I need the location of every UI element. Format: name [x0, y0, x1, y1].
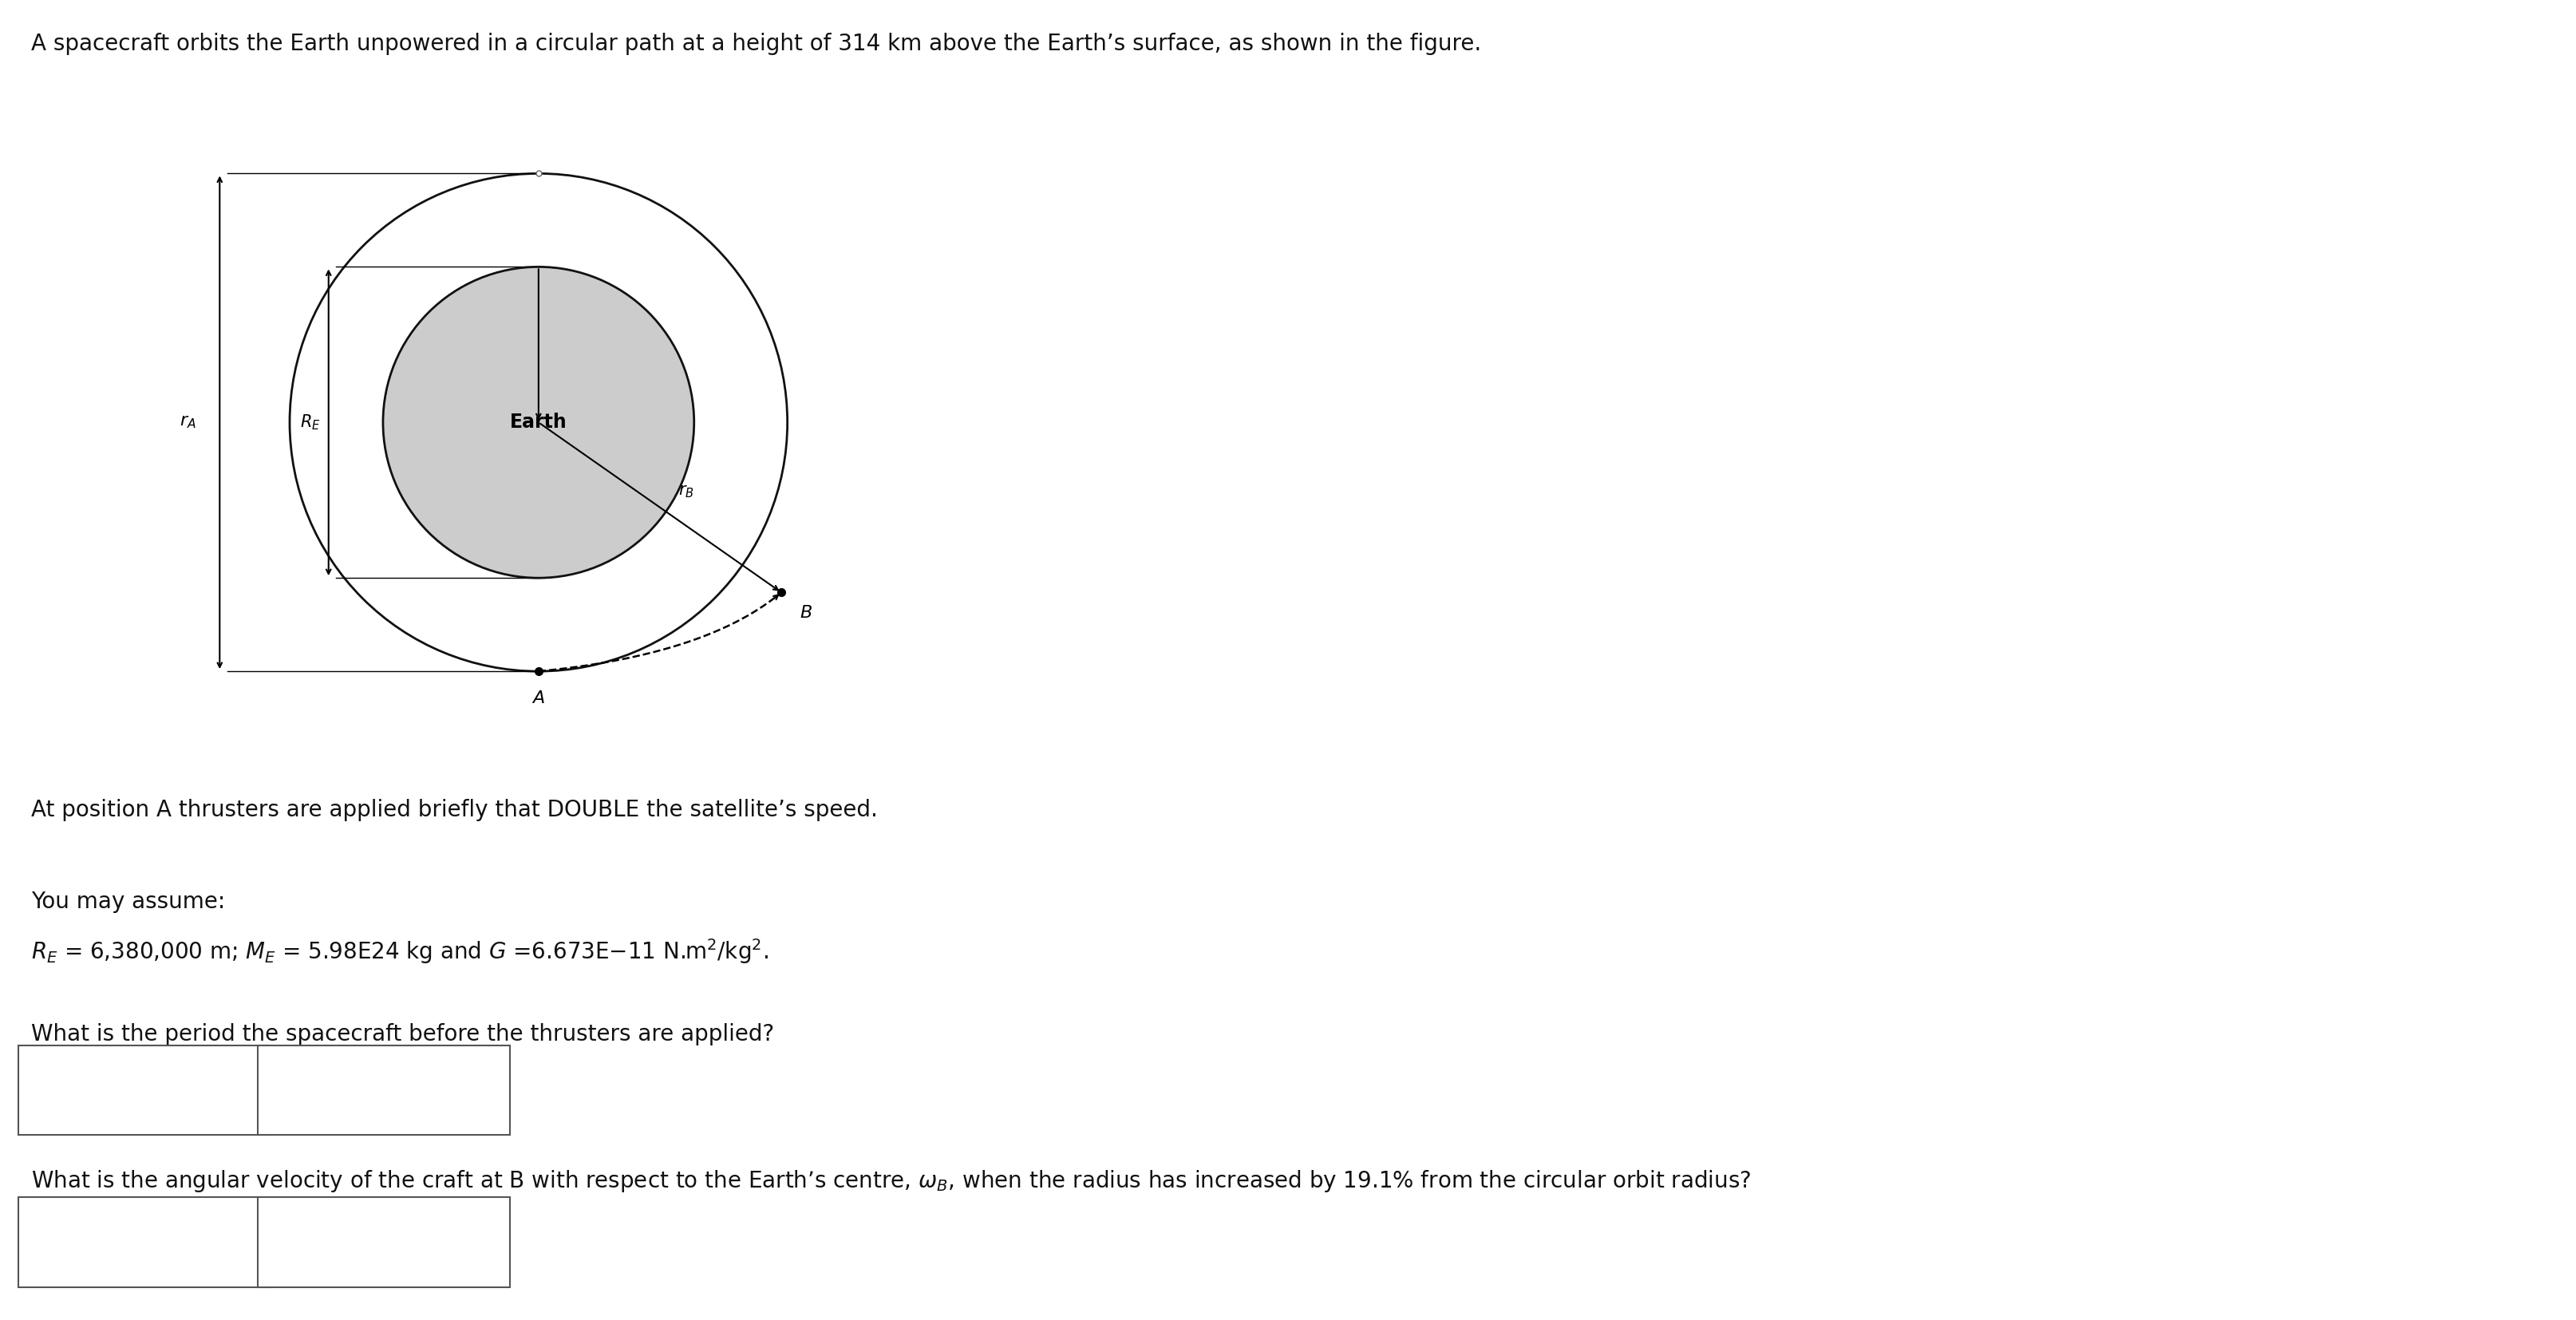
FancyBboxPatch shape	[258, 1197, 510, 1287]
Text: $r_A$: $r_A$	[180, 414, 196, 430]
Text: $R_E$: $R_E$	[301, 413, 322, 432]
Text: $A$: $A$	[531, 690, 546, 706]
Text: $B$: $B$	[801, 605, 811, 620]
Text: $r_B$: $r_B$	[677, 483, 696, 500]
Text: A spacecraft orbits the Earth unpowered in a circular path at a height of 314 km: A spacecraft orbits the Earth unpowered …	[31, 33, 1481, 55]
Text: What is the angular velocity of the craft at B with respect to the Earth’s centr: What is the angular velocity of the craf…	[31, 1168, 1752, 1193]
FancyBboxPatch shape	[18, 1197, 270, 1287]
Text: $R_E$ = 6,380,000 m; $M_E$ = 5.98E24 kg and $G$ =6.673E$-$11 N.m$^2$/kg$^2$.: $R_E$ = 6,380,000 m; $M_E$ = 5.98E24 kg …	[31, 937, 768, 966]
Text: Earth: Earth	[510, 413, 567, 432]
Text: You may assume:: You may assume:	[31, 891, 224, 913]
Text: At position A thrusters are applied briefly that DOUBLE the satellite’s speed.: At position A thrusters are applied brie…	[31, 799, 878, 821]
Circle shape	[384, 267, 693, 578]
FancyBboxPatch shape	[258, 1045, 510, 1135]
Text: What is the period the spacecraft before the thrusters are applied?: What is the period the spacecraft before…	[31, 1023, 773, 1045]
FancyBboxPatch shape	[18, 1045, 270, 1135]
